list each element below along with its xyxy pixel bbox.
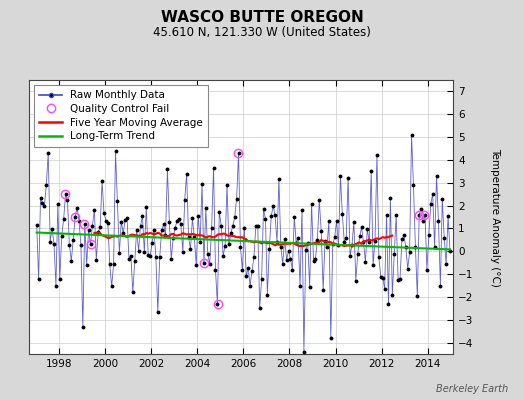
Y-axis label: Temperature Anomaly (°C): Temperature Anomaly (°C)	[490, 148, 500, 286]
Text: Berkeley Earth: Berkeley Earth	[436, 384, 508, 394]
Text: WASCO BUTTE OREGON: WASCO BUTTE OREGON	[161, 10, 363, 25]
Text: 45.610 N, 121.330 W (United States): 45.610 N, 121.330 W (United States)	[153, 26, 371, 39]
Legend: Raw Monthly Data, Quality Control Fail, Five Year Moving Average, Long-Term Tren: Raw Monthly Data, Quality Control Fail, …	[34, 85, 209, 146]
